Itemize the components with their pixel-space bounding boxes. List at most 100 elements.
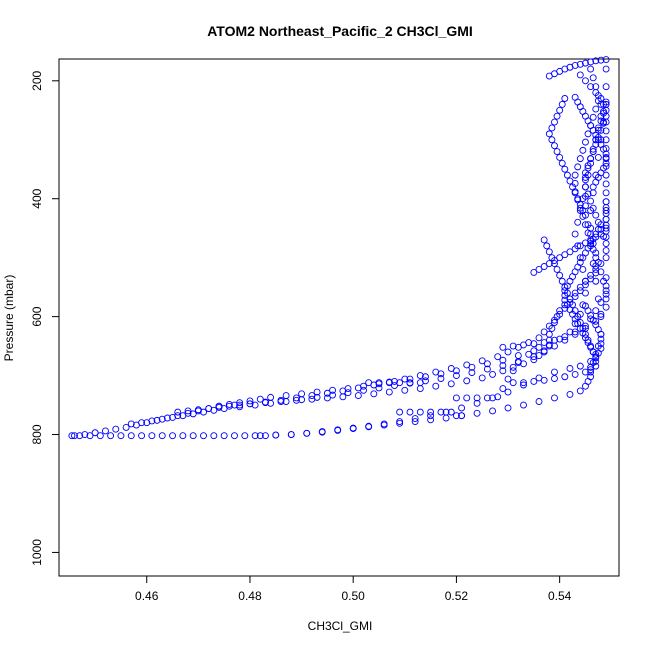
data-point xyxy=(514,352,522,359)
data-point xyxy=(587,197,595,205)
data-point xyxy=(576,254,584,262)
data-point xyxy=(452,412,460,420)
data-point xyxy=(158,432,166,440)
data-point xyxy=(494,393,502,401)
data-point xyxy=(582,221,589,229)
data-point xyxy=(520,341,527,349)
x-tick-label: 0.50 xyxy=(342,589,366,603)
data-point xyxy=(576,362,584,370)
y-tick-label: 1000 xyxy=(30,539,44,566)
data-point xyxy=(602,224,610,232)
data-point xyxy=(452,372,460,380)
data-point xyxy=(584,336,592,344)
data-point xyxy=(406,375,414,383)
data-point xyxy=(571,330,579,338)
y-tick-label: 400 xyxy=(30,188,44,208)
data-point xyxy=(561,301,569,309)
data-point xyxy=(574,313,582,321)
data-point xyxy=(313,388,321,396)
data-point xyxy=(530,356,538,364)
data-point xyxy=(401,375,409,383)
data-point xyxy=(545,330,553,338)
data-point xyxy=(370,390,378,398)
data-point xyxy=(509,363,517,371)
data-point xyxy=(504,388,512,396)
data-point xyxy=(540,376,548,384)
data-point xyxy=(592,357,600,365)
data-point xyxy=(458,412,466,420)
data-point xyxy=(272,431,280,439)
data-point xyxy=(582,169,589,177)
data-point xyxy=(589,204,597,212)
data-point xyxy=(427,416,435,424)
data-point xyxy=(576,387,584,395)
data-point xyxy=(602,136,610,144)
data-point xyxy=(483,365,491,373)
data-point xyxy=(96,432,104,440)
data-point xyxy=(602,150,610,158)
data-point xyxy=(592,57,600,65)
data-point xyxy=(427,412,435,420)
data-point xyxy=(189,432,197,440)
data-point xyxy=(375,379,383,387)
data-point xyxy=(602,153,610,161)
data-point xyxy=(246,397,254,405)
data-point xyxy=(489,407,496,415)
data-point xyxy=(561,373,569,381)
data-point xyxy=(231,432,238,440)
data-point xyxy=(127,420,135,428)
x-tick-label: 0.54 xyxy=(548,589,572,603)
data-point xyxy=(592,105,600,113)
data-point xyxy=(231,401,238,409)
data-point xyxy=(463,394,471,402)
chart-title: ATOM2 Northeast_Pacific_2 CH3Cl_GMI xyxy=(207,23,473,39)
data-point xyxy=(391,382,398,390)
data-point xyxy=(551,319,558,326)
data-point xyxy=(447,365,455,372)
data-point xyxy=(339,393,347,401)
data-point xyxy=(602,295,610,303)
data-point xyxy=(569,183,576,191)
data-point xyxy=(256,432,264,440)
y-tick-label: 800 xyxy=(30,424,44,444)
data-point xyxy=(602,83,610,91)
data-point xyxy=(587,342,595,350)
data-point xyxy=(241,432,249,440)
data-point xyxy=(535,334,543,342)
data-point xyxy=(483,360,491,368)
data-point xyxy=(432,368,440,376)
data-point xyxy=(551,257,558,265)
data-point xyxy=(86,432,94,440)
data-point xyxy=(437,408,445,416)
data-point xyxy=(262,399,269,407)
data-point xyxy=(530,340,538,348)
data-point xyxy=(597,345,605,352)
data-point xyxy=(68,432,76,440)
data-point xyxy=(385,379,393,387)
data-point xyxy=(138,432,146,440)
data-point xyxy=(473,409,481,417)
data-point xyxy=(558,277,566,285)
data-point xyxy=(334,426,342,434)
data-point xyxy=(602,145,610,153)
data-point xyxy=(81,431,89,438)
data-point xyxy=(582,330,589,338)
data-point xyxy=(535,343,543,351)
data-point xyxy=(174,408,182,416)
data-point xyxy=(556,307,564,315)
data-point xyxy=(602,65,610,73)
y-axis: 200 400 600 800 1000 xyxy=(30,70,60,566)
data-point xyxy=(576,60,584,68)
data-point xyxy=(571,171,579,179)
data-point xyxy=(184,407,192,415)
data-point xyxy=(602,56,610,64)
data-point xyxy=(566,390,574,398)
data-point xyxy=(597,340,605,348)
data-point xyxy=(594,153,602,161)
data-point xyxy=(556,106,564,114)
data-point xyxy=(246,400,254,408)
data-point xyxy=(587,65,595,73)
data-point xyxy=(602,207,610,214)
data-point xyxy=(530,378,538,385)
data-point xyxy=(571,320,579,328)
